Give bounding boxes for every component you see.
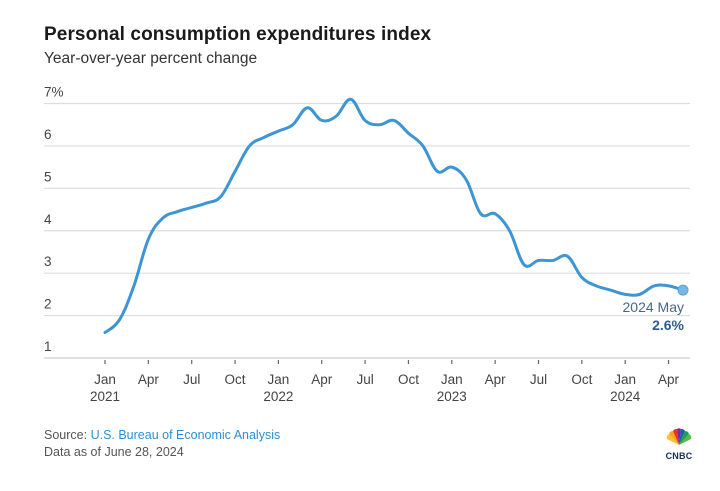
x-tick-label: Apr [485, 372, 507, 387]
cnbc-logo: CNBC [664, 428, 694, 461]
x-tick-label: Oct [398, 372, 419, 387]
x-tick-label: Apr [311, 372, 333, 387]
chart-footer: Source: U.S. Bureau of Economic Analysis… [44, 427, 280, 461]
source-link[interactable]: U.S. Bureau of Economic Analysis [90, 428, 281, 442]
y-tick-label: 4 [44, 212, 52, 227]
x-tick-label: Jul [356, 372, 373, 387]
latest-point-marker [677, 284, 689, 296]
annotation-value: 2.6% [652, 317, 684, 333]
x-tick-label: Jan [94, 372, 116, 387]
line-chart: 1 2 3 4 5 6 7% Jan 2021 Apr Jul Oct Jan 2022 Apr Jul Oc… [44, 85, 690, 404]
series-line-pce [103, 97, 685, 335]
x-tick-label: Oct [225, 372, 246, 387]
x-tick-year: 2024 [610, 389, 641, 404]
y-tick-label: 7% [44, 85, 64, 100]
x-tick-year: 2023 [437, 389, 467, 404]
y-tick-label: 6 [44, 127, 52, 142]
x-tick-label: Apr [138, 372, 160, 387]
logo-text: CNBC [665, 451, 693, 461]
gridlines [44, 102, 690, 359]
chart-title: Personal consumption expenditures index [44, 24, 432, 45]
annotation-label: 2024 May [623, 299, 684, 315]
x-axis: Jan 2021 Apr Jul Oct Jan 2022 Apr Jul Oct Jan 2023 A… [90, 360, 680, 404]
peacock-icon [666, 428, 692, 445]
x-tick-label: Jul [530, 372, 547, 387]
y-axis: 1 2 3 4 5 6 7% [44, 85, 64, 355]
chart-subtitle: Year-over-year percent change [44, 50, 258, 67]
x-tick-year: 2021 [90, 389, 120, 404]
data-as-of: Data as of June 28, 2024 [44, 445, 184, 459]
y-tick-label: 2 [44, 297, 52, 312]
x-tick-label: Apr [658, 372, 680, 387]
source-label: Source: [44, 428, 91, 442]
x-tick-year: 2022 [263, 389, 293, 404]
y-tick-label: 3 [44, 254, 52, 269]
x-tick-label: Jan [441, 372, 463, 387]
y-tick-label: 5 [44, 169, 52, 184]
x-tick-label: Jul [183, 372, 200, 387]
y-tick-label: 1 [44, 339, 52, 354]
x-tick-label: Jan [268, 372, 290, 387]
x-tick-label: Jan [614, 372, 636, 387]
source-line: Source: U.S. Bureau of Economic Analysis [44, 427, 280, 444]
x-tick-label: Oct [571, 372, 592, 387]
